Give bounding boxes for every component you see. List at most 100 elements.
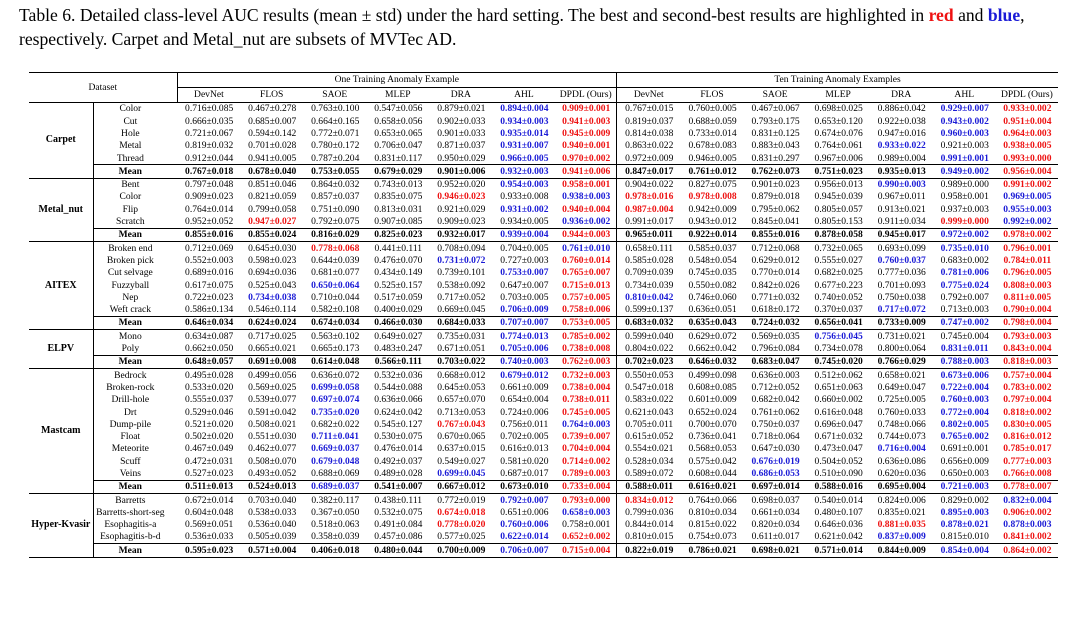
- second-best-value: 0.735±0.020: [311, 406, 360, 418]
- best-value: 0.808±0.003: [1003, 279, 1052, 291]
- auc-cell: 0.554±0.021: [625, 443, 674, 455]
- auc-cell: 0.637±0.015: [437, 443, 486, 455]
- table-row: Esophagitis-a 0.569±0.051 0.536±0.040 0.518…: [29, 518, 1058, 532]
- auc-cell: 0.694±0.036: [248, 267, 297, 279]
- second-best-value: 0.781±0.006: [940, 267, 989, 279]
- group-header-ten: Ten Training Anomaly Examples: [774, 74, 901, 86]
- auc-cell: 0.761±0.010: [555, 241, 617, 255]
- best-value: 0.933±0.002: [1003, 103, 1052, 115]
- second-best-value: 0.669±0.037: [311, 443, 360, 455]
- auc-cell: 0.818±0.002: [996, 406, 1058, 418]
- auc-cell: 0.756±0.011: [500, 418, 549, 430]
- best-value: 0.762±0.003: [562, 356, 611, 368]
- auc-cell: 0.665±0.021: [248, 343, 297, 355]
- results-table: Dataset One Training Anomaly Example Ten…: [29, 72, 1058, 558]
- auc-cell: 0.760±0.037: [870, 255, 933, 267]
- auc-cell: 0.705±0.006: [492, 343, 555, 356]
- auc-cell: 0.969±0.005: [996, 191, 1058, 203]
- second-best-value: 0.764±0.003: [562, 418, 611, 430]
- dataset-name: AITEX: [29, 241, 94, 331]
- auc-cell: 0.931±0.002: [492, 203, 555, 215]
- auc-cell: 0.831±0.125: [751, 127, 800, 139]
- auc-cell: 0.810±0.042: [616, 291, 680, 303]
- auc-cell: 0.855±0.016: [177, 227, 241, 243]
- second-best-value: 0.878±0.021: [940, 519, 989, 531]
- auc-cell: 0.972±0.002: [932, 227, 996, 243]
- auc-cell: 0.658±0.003: [555, 506, 617, 519]
- auc-cell: 0.549±0.027: [437, 455, 486, 467]
- auc-cell: 0.901±0.023: [751, 179, 800, 191]
- auc-cell: 0.879±0.021: [437, 103, 486, 115]
- caption-suffix: , respectively. Carpet and Metal_nut are…: [19, 5, 1025, 49]
- class-label: Nep: [122, 291, 139, 303]
- auc-cell: 0.857±0.037: [311, 191, 360, 203]
- class-label: Cut: [123, 115, 138, 127]
- auc-cell: 0.795±0.062: [751, 203, 800, 215]
- auc-cell: 0.658±0.056: [374, 115, 423, 127]
- auc-cell: 0.909±0.023: [437, 216, 486, 228]
- class-label: Mean: [93, 316, 178, 331]
- mean-row: Mean 0.855±0.016 0.855±0.024 0.816±0.029 0.8…: [29, 227, 1058, 243]
- auc-cell: 0.944±0.003: [555, 227, 617, 243]
- auc-cell: 0.956±0.013: [814, 179, 863, 191]
- auc-cell: 0.706±0.009: [492, 304, 555, 317]
- auc-cell: 0.912±0.044: [185, 152, 234, 164]
- auc-cell: 0.652±0.002: [555, 531, 617, 544]
- second-best-value: 0.707±0.007: [500, 317, 549, 329]
- auc-cell: 0.935±0.014: [492, 128, 555, 140]
- auc-cell: 0.645±0.053: [437, 381, 486, 393]
- auc-cell: 0.894±0.004: [492, 103, 555, 116]
- auc-cell: 0.967±0.006: [814, 152, 863, 164]
- auc-cell: 0.800±0.064: [877, 343, 926, 355]
- auc-cell: 0.406±0.018: [303, 543, 367, 558]
- auc-cell: 0.835±0.075: [374, 191, 423, 203]
- auc-cell: 0.907±0.085: [374, 216, 423, 228]
- auc-cell: 0.965±0.011: [616, 227, 681, 243]
- auc-cell: 0.674±0.034: [303, 316, 367, 331]
- second-best-value: 0.954±0.003: [500, 179, 549, 191]
- auc-cell: 0.731±0.072: [429, 255, 492, 267]
- auc-cell: 0.678±0.040: [240, 164, 304, 179]
- auc-cell: 0.743±0.013: [374, 179, 423, 191]
- auc-cell: 0.753±0.007: [492, 267, 555, 279]
- second-best-value: 0.673±0.006: [940, 369, 989, 381]
- second-best-value: 0.699±0.045: [437, 467, 486, 479]
- method-header: DRA: [869, 87, 933, 103]
- best-value: 0.909±0.001: [562, 103, 611, 115]
- second-best-value: 0.705±0.006: [500, 343, 549, 355]
- auc-cell: 0.733±0.009: [869, 316, 933, 331]
- best-value: 0.785±0.002: [562, 330, 611, 342]
- auc-cell: 0.942±0.009: [688, 203, 737, 215]
- second-best-value: 0.972±0.002: [940, 229, 989, 241]
- second-best-value: 0.679±0.012: [500, 369, 549, 381]
- auc-cell: 0.788±0.003: [932, 354, 996, 370]
- auc-cell: 0.691±0.001: [940, 443, 989, 455]
- auc-cell: 0.902±0.033: [437, 115, 486, 127]
- auc-cell: 0.814±0.038: [625, 127, 674, 139]
- auc-cell: 0.696±0.047: [814, 418, 863, 430]
- auc-cell: 0.824±0.006: [877, 494, 926, 506]
- auc-cell: 0.724±0.032: [743, 316, 807, 331]
- best-value: 0.758±0.006: [562, 304, 611, 316]
- auc-cell: 0.635±0.043: [680, 316, 744, 331]
- auc-cell: 0.881±0.035: [870, 519, 933, 531]
- auc-cell: 0.734±0.038: [240, 291, 303, 303]
- auc-cell: 0.978±0.008: [681, 191, 744, 203]
- auc-cell: 0.480±0.044: [366, 543, 430, 558]
- header-row-methods: DevNet FLOS SAOE MLEP DRA AHL DPDL (Ours) DevNe…: [29, 87, 1058, 103]
- class-label: Mean: [93, 164, 178, 179]
- auc-cell: 0.793±0.175: [751, 115, 800, 127]
- best-value: 0.816±0.012: [1003, 431, 1052, 443]
- auc-cell: 0.544±0.088: [374, 381, 423, 393]
- auc-cell: 0.714±0.002: [555, 455, 617, 468]
- auc-cell: 0.808±0.003: [996, 279, 1058, 291]
- auc-cell: 0.679±0.029: [366, 164, 430, 179]
- table-row: Mastcam Bedrock 0.495±0.028 0.499±0.056 0.63…: [29, 368, 1058, 495]
- second-best-value: 0.686±0.053: [751, 467, 800, 479]
- auc-cell: 0.945±0.017: [869, 227, 933, 243]
- table-row: Metal_nut Bent 0.797±0.048 0.851±0.046 0.864…: [29, 178, 1058, 243]
- second-best-value: 0.969±0.005: [1003, 191, 1052, 203]
- auc-cell: 0.716±0.085: [185, 103, 234, 115]
- auc-cell: 0.563±0.102: [311, 330, 360, 342]
- second-best-value: 0.760±0.037: [877, 254, 926, 266]
